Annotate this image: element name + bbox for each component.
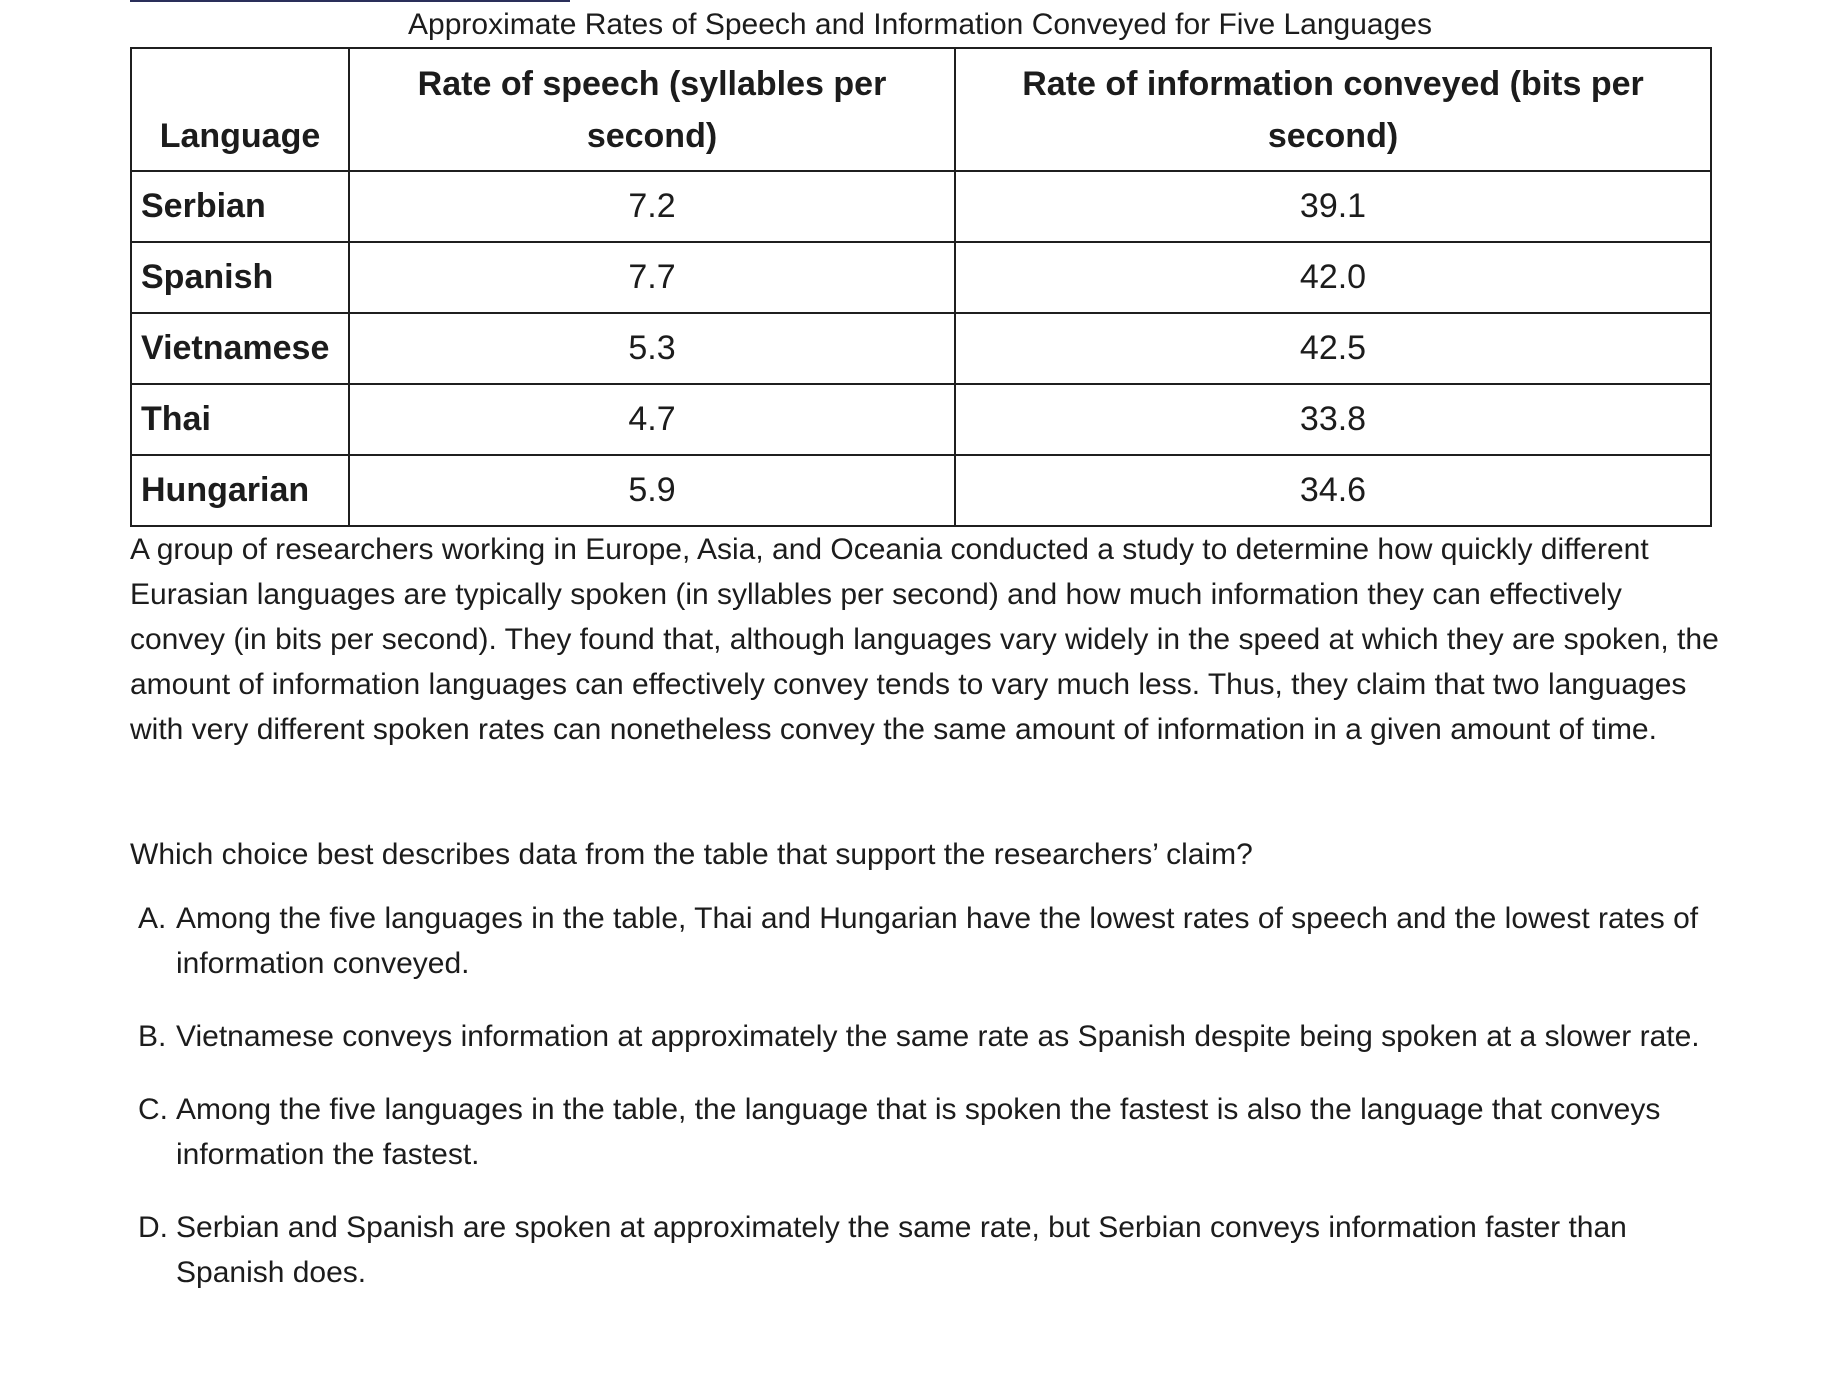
language-cell: Serbian bbox=[130, 170, 350, 243]
language-cell: Hungarian bbox=[130, 454, 350, 527]
information-rate-cell: 42.5 bbox=[954, 312, 1712, 385]
information-rate-cell: 39.1 bbox=[954, 170, 1712, 243]
choice-letter: C. bbox=[138, 1093, 168, 1126]
language-rates-table: Language Rate of speech (syllables per s… bbox=[130, 47, 1712, 527]
speech-rate-cell: 4.7 bbox=[348, 383, 956, 456]
information-rate-cell: 33.8 bbox=[954, 383, 1712, 456]
speech-rate-cell: 5.3 bbox=[348, 312, 956, 385]
choice-letter: B. bbox=[138, 1020, 167, 1053]
language-cell: Thai bbox=[130, 383, 350, 456]
table-row: Hungarian 5.9 34.6 bbox=[130, 454, 1712, 527]
table-row: Serbian 7.2 39.1 bbox=[130, 170, 1712, 243]
choice-text: Serbian and Spanish are spoken at approx… bbox=[176, 1211, 1627, 1289]
language-cell: Vietnamese bbox=[130, 312, 350, 385]
top-divider bbox=[130, 0, 570, 2]
answer-choice-a[interactable]: A. Among the five languages in the table… bbox=[138, 896, 1718, 986]
answer-choice-c[interactable]: C. Among the five languages in the table… bbox=[138, 1087, 1718, 1177]
answer-choice-d[interactable]: D. Serbian and Spanish are spoken at app… bbox=[138, 1205, 1718, 1295]
column-header-language: Language bbox=[130, 47, 350, 172]
table-row: Spanish 7.7 42.0 bbox=[130, 241, 1712, 314]
column-header-information-rate: Rate of information conveyed (bits per s… bbox=[954, 47, 1712, 172]
choice-text: Among the five languages in the table, t… bbox=[176, 1093, 1661, 1171]
table-row: Vietnamese 5.3 42.5 bbox=[130, 312, 1712, 385]
language-cell: Spanish bbox=[130, 241, 350, 314]
choice-letter: D. bbox=[138, 1211, 168, 1244]
study-passage: A group of researchers working in Europe… bbox=[130, 533, 1719, 746]
column-header-speech-rate: Rate of speech (syllables per second) bbox=[348, 47, 956, 172]
choice-letter: A. bbox=[138, 902, 167, 935]
choice-text: Among the five languages in the table, T… bbox=[176, 902, 1699, 980]
information-rate-cell: 34.6 bbox=[954, 454, 1712, 527]
answer-choices: A. Among the five languages in the table… bbox=[138, 896, 1718, 1323]
answer-choice-b[interactable]: B. Vietnamese conveys information at app… bbox=[138, 1014, 1718, 1059]
table-caption: Approximate Rates of Speech and Informat… bbox=[408, 8, 1432, 41]
speech-rate-cell: 7.7 bbox=[348, 241, 956, 314]
table-header-row: Language Rate of speech (syllables per s… bbox=[130, 47, 1712, 172]
speech-rate-cell: 5.9 bbox=[348, 454, 956, 527]
choice-text: Vietnamese conveys information at approx… bbox=[176, 1020, 1700, 1053]
table-row: Thai 4.7 33.8 bbox=[130, 383, 1712, 456]
information-rate-cell: 42.0 bbox=[954, 241, 1712, 314]
speech-rate-cell: 7.2 bbox=[348, 170, 956, 243]
question-prompt: Which choice best describes data from th… bbox=[130, 838, 1253, 871]
